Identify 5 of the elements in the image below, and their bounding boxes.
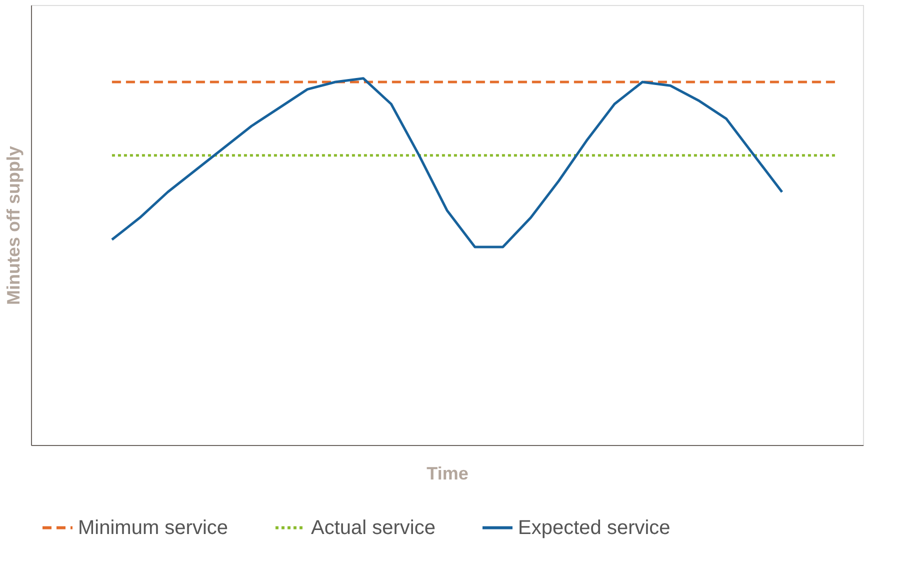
legend-label: Actual service	[311, 516, 436, 539]
x-axis-title: Time	[426, 464, 468, 484]
y-axis-title: Minutes off supply	[4, 146, 24, 305]
legend-label: Expected service	[518, 516, 670, 539]
legend-label: Minimum service	[78, 516, 228, 539]
